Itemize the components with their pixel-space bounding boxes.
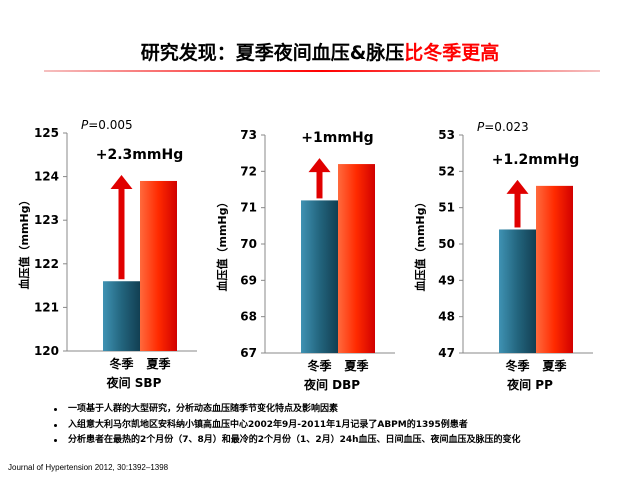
increase-arrow-shaft bbox=[118, 186, 125, 280]
category-label-summer: 夏季 bbox=[542, 358, 567, 373]
y-tick-label: 72 bbox=[240, 164, 257, 178]
bar-winter bbox=[499, 229, 536, 353]
y-tick-label: 50 bbox=[438, 237, 455, 251]
x-axis-label: 夜间 DBP bbox=[303, 377, 360, 392]
y-tick-label: 69 bbox=[240, 273, 257, 287]
increase-arrow-shaft bbox=[316, 170, 323, 199]
x-axis-label: 夜间 SBP bbox=[106, 375, 162, 390]
category-label-summer: 夏季 bbox=[344, 358, 369, 373]
p-value: P=0.023 bbox=[477, 120, 529, 134]
page-title: 研究发现：夏季夜间血压&脉压比冬季更高 bbox=[0, 38, 640, 65]
y-tick-label: 68 bbox=[240, 310, 257, 324]
change-label: +2.3mmHg bbox=[96, 147, 183, 163]
y-axis-label: 血压值（mmHg） bbox=[215, 196, 229, 291]
bar-winter bbox=[301, 200, 338, 353]
journal-citation: Journal of Hypertension 2012, 30:1392–13… bbox=[8, 463, 169, 472]
y-tick-label: 52 bbox=[438, 164, 455, 178]
finding-item: 分析患者在最热的2个月份（7、8月）和最冷的2个月份（1、2月）24h血压、日间… bbox=[52, 433, 521, 449]
bar-summer bbox=[140, 180, 177, 351]
y-tick-label: 48 bbox=[438, 310, 455, 324]
y-axis-label: 血压值（mmHg） bbox=[17, 194, 31, 289]
category-label-summer: 夏季 bbox=[146, 356, 171, 371]
bar-winter bbox=[103, 281, 140, 351]
category-label-winter: 冬季 bbox=[505, 358, 530, 373]
increase-arrow-head bbox=[110, 174, 133, 189]
title-main: 研究发现：夏季夜间血压&脉压 bbox=[140, 42, 405, 64]
bar-charts: 120 121 122 123 124 125 血压值（mmHg） +2.3mmHg P=0.0… bbox=[17, 118, 593, 392]
x-axis-label: 夜间 PP bbox=[506, 377, 553, 392]
y-tick-label: 47 bbox=[438, 346, 455, 360]
y-tick-label: 121 bbox=[34, 300, 59, 314]
findings-list: 一项基于人群的大型研究，分析动态血压随季节变化特点及影响因素 入组意大利马尔凯地… bbox=[52, 402, 521, 449]
y-axis-label: 血压值（mmHg） bbox=[413, 196, 427, 291]
y-tick-label: 70 bbox=[240, 237, 257, 251]
category-label-winter: 冬季 bbox=[109, 356, 134, 371]
finding-item: 入组意大利马尔凯地区安科纳小镇高血压中心2002年9月-2011年1月记录了AB… bbox=[52, 418, 521, 434]
title-divider bbox=[44, 70, 600, 72]
increase-arrow-shaft bbox=[514, 191, 521, 228]
y-tick-label: 124 bbox=[34, 170, 59, 184]
finding-item: 一项基于人群的大型研究，分析动态血压随季节变化特点及影响因素 bbox=[52, 402, 521, 418]
y-tick-label: 120 bbox=[34, 344, 59, 358]
y-tick-label: 49 bbox=[438, 273, 455, 287]
p-value: P=0.005 bbox=[81, 118, 133, 132]
bar-summer bbox=[536, 185, 573, 353]
increase-arrow-head bbox=[308, 158, 331, 173]
y-tick-label: 53 bbox=[438, 128, 455, 142]
change-label: +1mmHg bbox=[301, 130, 373, 146]
increase-arrow-head bbox=[506, 179, 529, 194]
category-label-winter: 冬季 bbox=[307, 358, 332, 373]
y-tick-label: 123 bbox=[34, 213, 59, 227]
y-tick-label: 73 bbox=[240, 128, 257, 142]
bar-summer bbox=[338, 164, 375, 353]
y-tick-label: 67 bbox=[240, 346, 257, 360]
title-highlight: 比冬季更高 bbox=[404, 42, 500, 64]
y-tick-label: 51 bbox=[438, 201, 455, 215]
y-tick-label: 125 bbox=[34, 126, 59, 140]
y-tick-label: 122 bbox=[34, 257, 59, 271]
y-tick-label: 71 bbox=[240, 201, 257, 215]
change-label: +1.2mmHg bbox=[492, 152, 579, 168]
